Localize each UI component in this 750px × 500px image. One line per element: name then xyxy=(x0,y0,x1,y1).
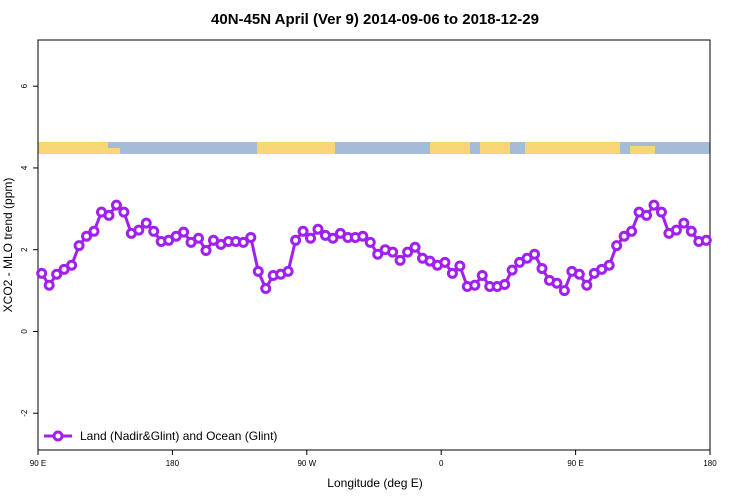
land-strip xyxy=(38,142,108,154)
data-point xyxy=(402,246,414,258)
data-point xyxy=(394,254,406,266)
x-tick-label: 90 W xyxy=(297,459,316,468)
land-strip xyxy=(108,148,120,154)
data-point xyxy=(51,268,63,280)
data-point xyxy=(252,265,264,277)
land-strip xyxy=(430,142,470,154)
data-point xyxy=(536,263,548,275)
data-point xyxy=(148,225,160,237)
data-point xyxy=(237,236,249,248)
land-strip xyxy=(525,142,620,154)
data-point xyxy=(439,256,451,268)
data-point xyxy=(290,234,302,246)
data-point xyxy=(305,232,317,244)
data-point xyxy=(200,245,212,257)
land-strip xyxy=(630,146,655,154)
data-point xyxy=(245,231,257,243)
data-point xyxy=(133,224,145,236)
legend-label: Land (Nadir&Glint) and Ocean (Glint) xyxy=(80,429,277,443)
y-tick-label: 4 xyxy=(20,165,29,170)
data-point xyxy=(603,259,615,271)
data-point xyxy=(499,278,511,290)
land-ocean-band xyxy=(38,142,710,154)
data-point xyxy=(655,206,667,218)
data-point xyxy=(312,223,324,235)
data-point xyxy=(648,199,660,211)
data-point xyxy=(88,225,100,237)
data-point xyxy=(118,206,130,218)
data-point xyxy=(357,230,369,242)
data-point xyxy=(626,225,638,237)
data-point xyxy=(193,232,205,244)
y-tick-label: 2 xyxy=(20,247,29,252)
x-tick-label: 90 E xyxy=(30,459,46,468)
y-axis-label: XCO2 - MLO trend (ppm) xyxy=(1,178,15,313)
data-point xyxy=(66,259,78,271)
data-point xyxy=(297,225,309,237)
data-point xyxy=(641,209,653,221)
series-line xyxy=(40,202,707,294)
data-point xyxy=(282,265,294,277)
x-tick-label: 90 E xyxy=(567,459,583,468)
data-point xyxy=(36,267,48,279)
x-tick-label: 180 xyxy=(166,459,180,468)
data-point xyxy=(611,240,623,252)
y-tick-label: 6 xyxy=(20,83,29,88)
data-point xyxy=(364,236,376,248)
data-point xyxy=(558,285,570,297)
data-point xyxy=(409,241,421,253)
data-point xyxy=(581,279,593,291)
data-point xyxy=(446,267,458,279)
land-strip xyxy=(480,142,510,154)
data-point xyxy=(81,230,93,242)
data-point xyxy=(260,283,272,295)
data-point xyxy=(103,209,115,221)
data-point xyxy=(700,234,712,246)
data-point xyxy=(387,246,399,258)
data-point xyxy=(327,232,339,244)
data-point xyxy=(178,226,190,238)
x-tick-label: 180 xyxy=(703,459,717,468)
data-point xyxy=(476,269,488,281)
plot-frame xyxy=(37,39,711,451)
x-tick-label: 0 xyxy=(439,459,444,468)
data-point xyxy=(454,260,466,272)
data-point xyxy=(573,268,585,280)
data-point xyxy=(43,279,55,291)
data-point xyxy=(73,240,85,252)
data-point xyxy=(529,248,541,260)
chart-title: 40N-45N April (Ver 9) 2014-09-06 to 2018… xyxy=(211,11,539,28)
x-axis-label: Longitude (deg E) xyxy=(327,476,422,490)
data-point xyxy=(469,279,481,291)
data-point xyxy=(670,224,682,236)
legend-marker xyxy=(52,430,64,442)
data-point xyxy=(685,225,697,237)
data-point xyxy=(506,264,518,276)
data-point xyxy=(372,248,384,260)
y-tick-label: -2 xyxy=(20,409,29,417)
data-point xyxy=(618,230,630,242)
y-tick-label: 0 xyxy=(20,329,29,334)
data-point xyxy=(551,277,563,289)
data-point xyxy=(110,199,122,211)
data-point xyxy=(678,217,690,229)
land-strip xyxy=(257,142,335,154)
data-point xyxy=(140,217,152,229)
